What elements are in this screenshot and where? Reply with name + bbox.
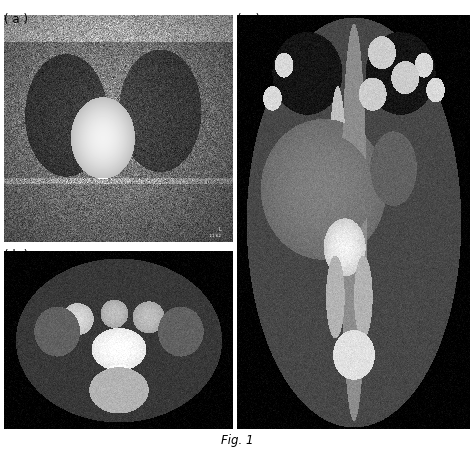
Text: ( c ): ( c ) (237, 13, 260, 26)
Text: L: L (219, 226, 221, 232)
Text: 1:1:62: 1:1:62 (209, 234, 221, 238)
Text: ( a ): ( a ) (4, 13, 28, 26)
Text: ( b ): ( b ) (4, 249, 28, 262)
Text: Fig. 1: Fig. 1 (221, 433, 253, 446)
